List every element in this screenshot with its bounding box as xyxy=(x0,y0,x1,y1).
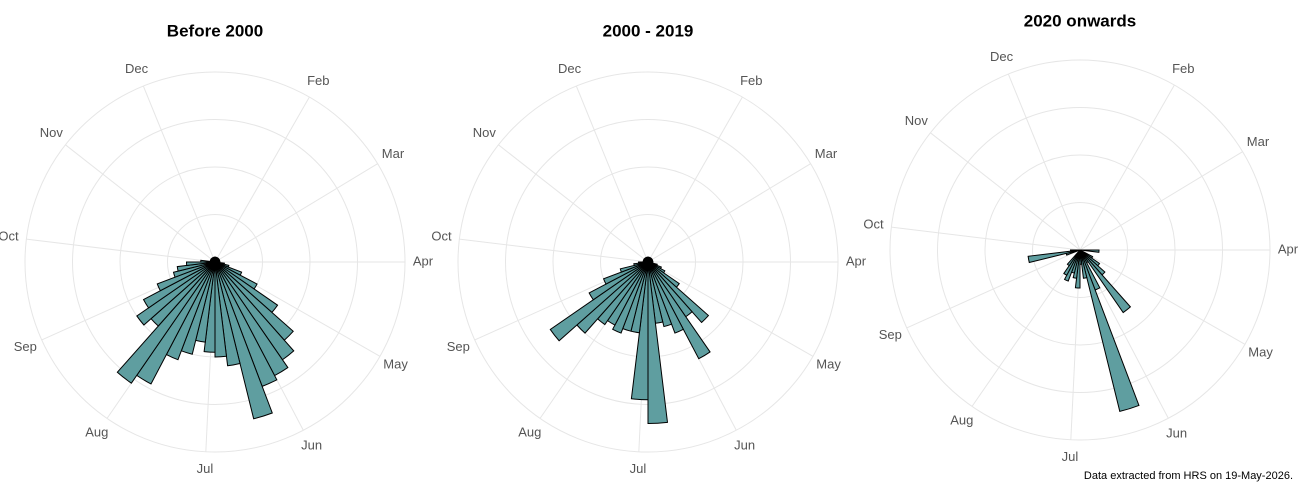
x-tick-label: Oct xyxy=(431,228,452,243)
chart-title: 2000 - 2019 xyxy=(603,21,694,40)
bar xyxy=(214,261,241,367)
grid-spoke xyxy=(498,144,649,263)
x-tick-label: Apr xyxy=(846,253,867,268)
grid-spoke xyxy=(1007,73,1081,251)
chart-title: Before 2000 xyxy=(167,21,263,40)
bar xyxy=(1079,249,1088,279)
bar xyxy=(142,261,216,309)
x-tick-label: May xyxy=(383,357,408,372)
x-tick-label: Feb xyxy=(1172,61,1194,76)
bar xyxy=(549,261,649,342)
grid-spoke xyxy=(65,144,216,263)
x-tick-label: Mar xyxy=(1247,134,1270,149)
grid-spoke xyxy=(891,226,1081,251)
grid-spoke xyxy=(142,85,216,263)
bar xyxy=(1066,249,1081,267)
x-tick-label: Aug xyxy=(950,413,973,428)
bar xyxy=(647,261,673,328)
bar xyxy=(1079,249,1100,253)
x-tick-label: Jul xyxy=(197,461,214,476)
bar xyxy=(619,261,649,273)
bar xyxy=(213,256,216,263)
chart-title: 2020 onwards xyxy=(1024,11,1136,30)
grid-spoke xyxy=(575,85,649,263)
x-tick-label: Oct xyxy=(863,216,884,231)
grid-spoke xyxy=(1079,151,1243,251)
x-tick-label: Jun xyxy=(734,438,755,453)
x-tick-label: Nov xyxy=(40,125,64,140)
grid-spoke xyxy=(26,238,216,263)
x-tick-label: May xyxy=(1248,345,1273,360)
bar xyxy=(588,261,649,301)
x-tick-label: May xyxy=(816,357,841,372)
x-tick-label: Dec xyxy=(990,49,1014,64)
x-tick-label: Aug xyxy=(85,425,108,440)
bar xyxy=(647,261,711,360)
bar xyxy=(214,261,273,420)
x-tick-label: Mar xyxy=(815,146,838,161)
x-tick-label: Dec xyxy=(558,61,582,76)
bar xyxy=(647,261,710,324)
caption: Data extracted from HRS on 19-May-2026. xyxy=(1084,470,1293,482)
x-tick-label: Nov xyxy=(905,113,929,128)
bar xyxy=(172,261,216,278)
bar xyxy=(176,261,216,272)
x-tick-label: Feb xyxy=(307,73,329,88)
grid-spoke xyxy=(647,96,743,263)
bar xyxy=(1069,249,1081,252)
bar xyxy=(185,261,216,266)
grid-spoke xyxy=(906,249,1081,329)
x-tick-label: Jul xyxy=(630,461,647,476)
bar xyxy=(116,261,216,384)
x-tick-label: Sep xyxy=(14,339,37,354)
x-tick-label: Oct xyxy=(0,228,19,243)
x-tick-label: Nov xyxy=(473,125,497,140)
x-tick-label: Sep xyxy=(879,327,902,342)
x-tick-label: Apr xyxy=(1278,241,1299,256)
x-tick-label: Aug xyxy=(518,425,541,440)
grid-spoke xyxy=(930,132,1081,251)
x-tick-label: Mar xyxy=(382,146,405,161)
grid-spoke xyxy=(459,238,649,263)
grid-spoke xyxy=(647,261,814,357)
grid-spoke xyxy=(647,163,811,263)
bar xyxy=(602,261,649,285)
bar xyxy=(156,261,216,292)
bar xyxy=(1027,249,1081,264)
bar xyxy=(646,256,649,263)
x-tick-label: Jun xyxy=(1166,426,1187,441)
bar xyxy=(136,261,216,326)
grid-spoke xyxy=(214,96,310,263)
x-tick-label: Dec xyxy=(125,61,149,76)
x-tick-label: Feb xyxy=(740,73,762,88)
x-tick-label: Jul xyxy=(1062,449,1079,464)
bar xyxy=(647,261,684,334)
grid-spoke xyxy=(1079,249,1246,345)
x-tick-label: Apr xyxy=(413,253,434,268)
bar xyxy=(214,261,228,358)
grid-spoke xyxy=(214,163,378,263)
grid-spoke xyxy=(971,249,1081,407)
grid-spoke xyxy=(1079,84,1175,251)
bar xyxy=(647,261,669,425)
x-tick-label: Jun xyxy=(301,438,322,453)
bar xyxy=(1079,249,1140,413)
x-tick-label: Sep xyxy=(447,339,470,354)
bar xyxy=(1079,249,1132,314)
